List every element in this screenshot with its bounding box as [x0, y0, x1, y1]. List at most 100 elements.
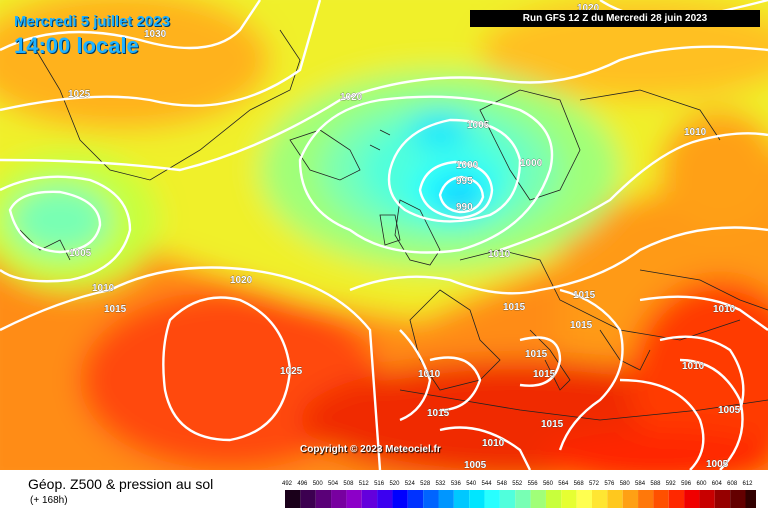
- scale-swatch: [484, 490, 500, 508]
- isobar-label: 1015: [541, 419, 564, 430]
- scale-tick-label: 532: [436, 481, 447, 487]
- scale-swatch: [285, 490, 301, 508]
- scale-swatch: [315, 490, 332, 508]
- scale-tick-label: 528: [420, 481, 431, 487]
- scale-swatch: [423, 490, 439, 508]
- scale-tick-label: 544: [482, 481, 493, 487]
- isobar-label: 1020: [577, 3, 600, 14]
- isobar-label: 1015: [104, 304, 127, 315]
- isobar-label: 1010: [92, 283, 115, 294]
- scale-swatch: [407, 490, 424, 508]
- scale-tick-label: 536: [451, 481, 462, 487]
- scale-tick-label: 596: [681, 481, 692, 487]
- scale-tick-label: 600: [696, 481, 707, 487]
- forecast-time: 14:00 locale: [14, 33, 139, 58]
- scale-tick-label: 496: [297, 481, 308, 487]
- geopotential-field: [0, 0, 768, 470]
- scale-tick-label: 524: [405, 481, 416, 487]
- scale-swatch: [592, 490, 608, 508]
- weather-map: 1030 1025 1020 1005 1000 995 990 1000 10…: [0, 0, 768, 470]
- isobar-label: 1010: [482, 438, 505, 449]
- color-scale: 492 496 500 504 508 512 516 520 524 528 532 536 540 5…: [282, 481, 756, 508]
- scale-tick-label: 500: [313, 481, 324, 487]
- scale-swatch: [576, 490, 592, 508]
- scale-swatch: [561, 490, 577, 508]
- legend-title: Géop. Z500 & pression au sol: [28, 476, 214, 492]
- scale-tick-label: 548: [497, 481, 508, 487]
- scale-tick-label: 580: [620, 481, 631, 487]
- legend-subtitle: (+ 168h): [30, 495, 68, 506]
- scale-swatch: [653, 490, 669, 508]
- scale-tick-label: 564: [558, 481, 569, 487]
- isobar-label: 1010: [684, 127, 707, 138]
- isobar-labels: 1030 1025 1020 1005 1000 995 990 1000 10…: [68, 3, 741, 470]
- isobar-label: 1020: [340, 92, 363, 103]
- isobar-label: 1010: [713, 304, 736, 315]
- isobar-label: 1010: [682, 361, 705, 372]
- scale-tick-label: 612: [743, 481, 754, 487]
- scale-swatch: [361, 490, 378, 508]
- isobar-label: 1015: [533, 369, 556, 380]
- scale-tick-label: 608: [727, 481, 738, 487]
- isobar-label: 1030: [144, 29, 167, 40]
- scale-swatch: [684, 490, 700, 508]
- scale-tick-label: 540: [466, 481, 477, 487]
- scale-swatch: [300, 490, 316, 508]
- forecast-date: Mercredi 5 juillet 2023: [14, 13, 170, 30]
- scale-tick-label: 492: [282, 481, 293, 487]
- scale-swatch: [622, 490, 639, 508]
- scale-swatch: [377, 490, 393, 508]
- isobar-label: 995: [456, 176, 473, 187]
- scale-swatch: [699, 490, 715, 508]
- scale-swatch: [346, 490, 362, 508]
- scale-tick-label: 584: [635, 481, 646, 487]
- isobar-label: 1015: [573, 290, 596, 301]
- scale-swatch: [392, 490, 408, 508]
- scale-swatch: [714, 490, 731, 508]
- scale-tick-label: 520: [389, 481, 400, 487]
- scale-swatch: [438, 490, 454, 508]
- scale-tick-label: 588: [650, 481, 661, 487]
- isobar-label: 1000: [520, 158, 543, 169]
- scale-tick-label: 572: [589, 481, 600, 487]
- scale-tick-label: 560: [543, 481, 554, 487]
- scale-swatch: [331, 490, 347, 508]
- scale-swatch: [745, 490, 756, 508]
- isobar-label: 1015: [427, 408, 450, 419]
- scale-swatch: [453, 490, 470, 508]
- scale-tick-label: 552: [512, 481, 523, 487]
- isobar-label: 1010: [488, 249, 511, 260]
- scale-tick-label: 504: [328, 481, 339, 487]
- scale-swatch: [638, 490, 654, 508]
- scale-swatch: [469, 490, 485, 508]
- scale-swatch: [499, 490, 516, 508]
- isobar-label: 1025: [68, 89, 91, 100]
- isobar-label: 1015: [503, 302, 526, 313]
- isobar-label: 1015: [525, 349, 548, 360]
- scale-tick-label: 512: [359, 481, 370, 487]
- isobar-label: 1025: [280, 366, 303, 377]
- scale-tick-label: 516: [374, 481, 385, 487]
- isobar-label: 990: [456, 202, 473, 213]
- isobar-label: 1015: [570, 320, 593, 331]
- copyright-notice: Copyright © 2023 Meteociel.fr: [300, 444, 441, 455]
- isobar-label: 1005: [467, 120, 490, 131]
- isobar-label: 1020: [230, 275, 253, 286]
- scale-swatch: [530, 490, 546, 508]
- scale-swatch: [607, 490, 623, 508]
- isobar-label: 1005: [706, 459, 729, 470]
- scale-swatch: [668, 490, 685, 508]
- isobar-label: 1005: [464, 460, 487, 470]
- scale-tick-label: 568: [574, 481, 585, 487]
- scale-swatch: [545, 490, 562, 508]
- scale-tick-label: 592: [666, 481, 677, 487]
- scale-tick-label: 576: [604, 481, 615, 487]
- isobar-label: 1005: [718, 405, 741, 416]
- scale-swatch: [515, 490, 531, 508]
- isobar-label: 1000: [456, 160, 479, 171]
- scale-tick-label: 604: [712, 481, 723, 487]
- scale-swatch: [730, 490, 746, 508]
- isobar-label: 1005: [69, 248, 92, 259]
- model-run-info: Run GFS 12 Z du Mercredi 28 juin 2023: [470, 10, 760, 27]
- isobar-label: 1010: [418, 369, 441, 380]
